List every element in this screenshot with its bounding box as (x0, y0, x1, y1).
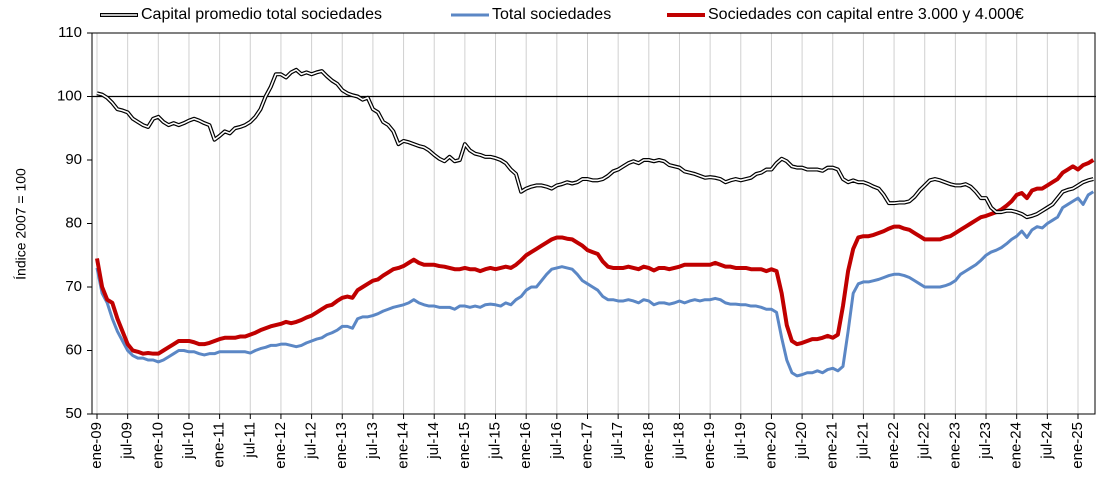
x-tick-label: ene-10 (149, 422, 166, 469)
x-tick-label: jul-14 (425, 422, 442, 460)
x-tick-label: ene-11 (211, 422, 228, 468)
line-series-inner (96, 69, 1094, 218)
line-series (96, 67, 1094, 220)
x-tick-label: jul-16 (548, 422, 565, 460)
x-tick-label: jul-10 (180, 422, 197, 460)
plot-frame (91, 32, 1096, 415)
x-tick-label: ene-23 (946, 422, 963, 469)
x-tick-label: jul-18 (670, 422, 687, 460)
x-tick-label: jul-23 (977, 422, 994, 460)
x-tick-label: jul-24 (1038, 422, 1055, 460)
x-tick-label: ene-19 (701, 422, 718, 469)
y-tick-label: 50 (65, 405, 82, 422)
x-tick-label: jul-21 (854, 422, 871, 460)
x-tick-label: jul-15 (487, 422, 504, 460)
y-axis-label: Índice 2007 = 100 (13, 168, 29, 280)
x-tick-label: ene-14 (395, 422, 412, 469)
x-tick-label: jul-09 (119, 422, 136, 460)
legend-label: Capital promedio total sociedades (141, 6, 382, 23)
x-tick-label: jul-20 (793, 422, 810, 460)
x-tick-label: ene-09 (88, 422, 105, 469)
legend-label: Total sociedades (492, 6, 611, 23)
x-tick-label: jul-19 (732, 422, 749, 460)
y-tick-label: 100 (57, 87, 82, 104)
y-tick-label: 80 (65, 214, 82, 231)
legend: Capital promedio total sociedades Total s… (100, 6, 1024, 23)
y-tick-label: 60 (65, 341, 82, 358)
line-series (95, 190, 1095, 378)
x-tick-label: jul-12 (303, 422, 320, 460)
x-tick-label: ene-12 (272, 422, 289, 469)
x-tick-label: ene-20 (762, 422, 779, 469)
x-tick-label: jul-13 (364, 422, 381, 460)
y-tick-label: 110 (58, 24, 82, 41)
x-tick-label: ene-17 (578, 422, 595, 469)
x-tick-label: ene-18 (640, 422, 657, 469)
x-tick-label: ene-25 (1069, 422, 1086, 469)
x-tick-label: ene-22 (885, 422, 902, 469)
x-tick-label: ene-16 (517, 422, 534, 469)
x-tick-label: ene-13 (333, 422, 350, 469)
x-tick-label: jul-22 (916, 422, 933, 460)
x-tick-label: jul-11 (241, 422, 258, 459)
line-series (95, 158, 1095, 356)
x-tick-label: ene-24 (1008, 422, 1025, 469)
x-tick-label: ene-21 (824, 422, 841, 469)
y-tick-label: 90 (65, 151, 82, 168)
x-tick-label: jul-17 (609, 422, 626, 460)
legend-label: Sociedades con capital entre 3.000 y 4.0… (708, 6, 1024, 23)
x-tick-label: ene-15 (456, 422, 473, 469)
y-tick-label: 70 (65, 278, 82, 295)
